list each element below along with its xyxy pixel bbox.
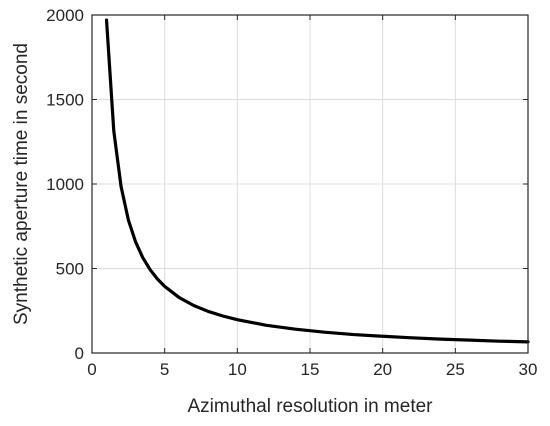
y-tick-label: 2000	[46, 6, 84, 25]
y-tick-label: 1500	[46, 91, 84, 110]
x-axis-label: Azimuthal resolution in meter	[188, 396, 434, 417]
x-tick-label: 15	[301, 360, 320, 379]
x-tick-label: 0	[87, 360, 96, 379]
x-tick-label: 5	[160, 360, 169, 379]
y-tick-label: 0	[75, 344, 84, 363]
plot-series	[104, 18, 530, 344]
y-tick-label: 1000	[46, 175, 84, 194]
x-tick-labels: 0 5 10 15 20 25 30	[87, 360, 537, 379]
x-tick-label: 10	[228, 360, 247, 379]
x-tick-label: 25	[446, 360, 465, 379]
grid	[91, 14, 529, 354]
y-tick-label: 500	[56, 260, 84, 279]
x-tick-label: 30	[519, 360, 538, 379]
y-tick-labels: 0 500 1000 1500 2000	[46, 6, 84, 363]
series-line	[104, 18, 530, 344]
tick-marks	[91, 14, 529, 354]
x-tick-label: 20	[373, 360, 392, 379]
y-axis-label: Synthetic aperture time in second	[11, 43, 32, 325]
